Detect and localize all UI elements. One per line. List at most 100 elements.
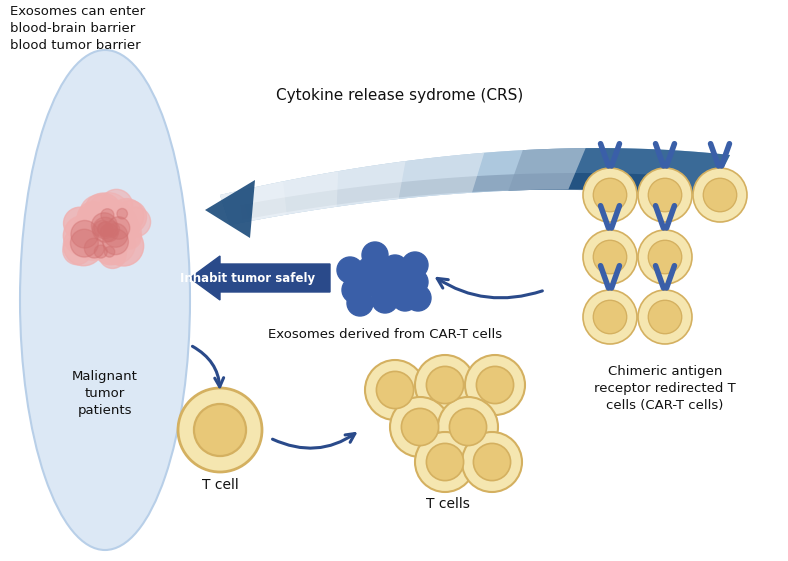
Circle shape [337, 257, 363, 283]
Circle shape [87, 192, 130, 235]
Circle shape [104, 213, 137, 246]
Polygon shape [220, 190, 249, 225]
Circle shape [438, 397, 498, 457]
Circle shape [107, 215, 141, 250]
Circle shape [98, 222, 110, 235]
Circle shape [100, 226, 110, 236]
Circle shape [88, 214, 118, 243]
FancyArrow shape [190, 256, 330, 300]
Circle shape [105, 222, 120, 236]
Circle shape [92, 217, 117, 242]
Circle shape [95, 245, 107, 258]
Circle shape [415, 432, 475, 492]
Circle shape [91, 213, 117, 238]
Circle shape [178, 388, 262, 472]
Circle shape [474, 443, 511, 481]
Polygon shape [220, 148, 585, 225]
Circle shape [377, 371, 414, 408]
Polygon shape [508, 148, 730, 195]
Text: Exosomes derived from CAR-T cells: Exosomes derived from CAR-T cells [268, 328, 502, 341]
Circle shape [97, 204, 137, 245]
Circle shape [64, 207, 96, 240]
Circle shape [357, 257, 383, 283]
Circle shape [104, 246, 115, 257]
Circle shape [194, 404, 246, 456]
Circle shape [117, 209, 128, 219]
Circle shape [76, 213, 120, 256]
Circle shape [649, 300, 682, 334]
Circle shape [402, 252, 428, 278]
Circle shape [88, 224, 124, 259]
Circle shape [102, 229, 128, 255]
Circle shape [392, 285, 418, 311]
Circle shape [107, 217, 130, 240]
Circle shape [83, 231, 111, 259]
Circle shape [80, 195, 118, 234]
Circle shape [583, 168, 637, 222]
Circle shape [98, 205, 128, 236]
Circle shape [117, 224, 141, 250]
Circle shape [390, 397, 450, 457]
Circle shape [401, 408, 439, 445]
Circle shape [100, 189, 132, 222]
Circle shape [100, 224, 118, 242]
Circle shape [95, 224, 136, 264]
Circle shape [362, 270, 388, 296]
Circle shape [382, 272, 408, 298]
Circle shape [92, 215, 126, 250]
Circle shape [63, 215, 104, 256]
Circle shape [372, 287, 398, 313]
Circle shape [113, 200, 147, 233]
Circle shape [649, 178, 682, 211]
Circle shape [638, 290, 692, 344]
Circle shape [94, 220, 110, 236]
Circle shape [362, 242, 388, 268]
Circle shape [426, 443, 463, 481]
Text: Chimeric antigen
receptor redirected T
cells (CAR-T cells): Chimeric antigen receptor redirected T c… [594, 365, 736, 412]
Circle shape [593, 240, 626, 274]
Circle shape [462, 432, 522, 492]
Circle shape [74, 208, 111, 245]
Circle shape [71, 220, 98, 248]
Circle shape [465, 355, 525, 415]
Polygon shape [205, 180, 255, 238]
Circle shape [402, 269, 428, 295]
Text: Inhabit tumor safely: Inhabit tumor safely [180, 272, 315, 284]
Circle shape [94, 232, 127, 265]
Circle shape [415, 355, 475, 415]
Circle shape [703, 178, 737, 211]
Polygon shape [220, 171, 338, 225]
Circle shape [477, 366, 514, 403]
Circle shape [365, 360, 425, 420]
Circle shape [583, 290, 637, 344]
Circle shape [638, 168, 692, 222]
Text: T cells: T cells [426, 497, 470, 511]
Text: Cytokine release sydrome (CRS): Cytokine release sydrome (CRS) [277, 88, 523, 103]
Polygon shape [220, 153, 485, 225]
Circle shape [92, 205, 129, 242]
Circle shape [693, 168, 747, 222]
Circle shape [84, 238, 104, 258]
Circle shape [63, 236, 91, 265]
Polygon shape [220, 181, 287, 225]
Circle shape [101, 209, 114, 222]
Circle shape [84, 193, 121, 231]
Text: Malignant
tumor
patients: Malignant tumor patients [72, 370, 138, 417]
Circle shape [70, 229, 98, 257]
Circle shape [347, 290, 373, 316]
Circle shape [77, 202, 109, 233]
Circle shape [649, 240, 682, 274]
Circle shape [76, 228, 109, 260]
Circle shape [593, 300, 626, 334]
Circle shape [104, 226, 143, 266]
Text: Exosomes can enter
blood-brain barrier
blood tumor barrier: Exosomes can enter blood-brain barrier b… [10, 5, 145, 52]
Circle shape [382, 255, 408, 281]
Circle shape [121, 207, 151, 237]
Circle shape [593, 178, 626, 211]
Polygon shape [220, 161, 406, 225]
Circle shape [638, 230, 692, 284]
Circle shape [63, 226, 104, 266]
Circle shape [405, 285, 431, 311]
Circle shape [449, 408, 487, 445]
Polygon shape [240, 173, 660, 220]
